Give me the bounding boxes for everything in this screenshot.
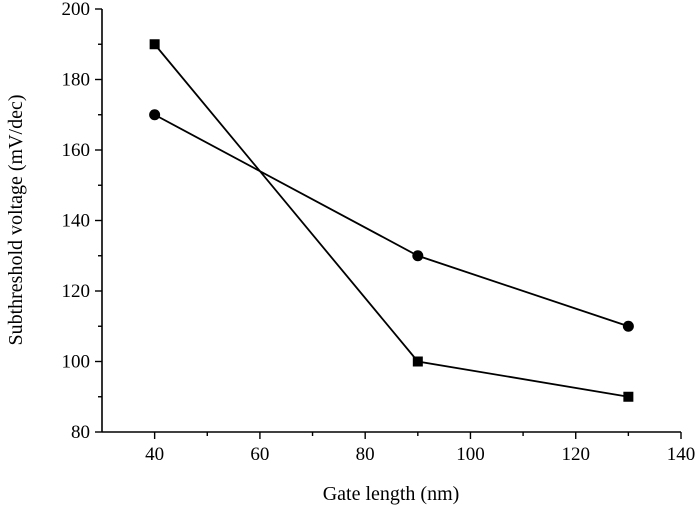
y-axis-title: Subthreshold voltage (mV/dec) — [5, 94, 27, 345]
y-tick-label: 140 — [62, 211, 91, 232]
y-tick-label: 120 — [62, 281, 91, 302]
data-point-square — [412, 356, 423, 367]
x-tick-label: 60 — [250, 444, 269, 465]
data-point-circle — [149, 109, 161, 121]
series-line-square — [153, 43, 629, 398]
series-group — [149, 39, 634, 402]
y-tick-label: 200 — [62, 0, 91, 20]
x-tick-label: 80 — [356, 444, 375, 465]
x-tick-label: 120 — [561, 444, 590, 465]
data-point-circle — [622, 320, 634, 332]
data-point-square — [149, 39, 160, 50]
x-tick-label: 100 — [456, 444, 485, 465]
y-tick-label: 100 — [62, 352, 91, 373]
series-line-circle — [154, 113, 629, 328]
x-axis-title: Gate length (nm) — [323, 483, 460, 505]
data-point-circle — [412, 250, 424, 262]
y-tick-label: 160 — [62, 140, 91, 161]
x-tick-label: 140 — [667, 444, 696, 465]
data-point-square — [623, 391, 634, 402]
axes — [101, 9, 681, 433]
y-tick-label: 80 — [71, 422, 90, 443]
x-tick-label: 40 — [145, 444, 164, 465]
ticks: 40 60 80 100 120 140 80 100 120 140 160 180 200 — [62, 0, 696, 465]
y-tick-label: 180 — [62, 70, 91, 91]
